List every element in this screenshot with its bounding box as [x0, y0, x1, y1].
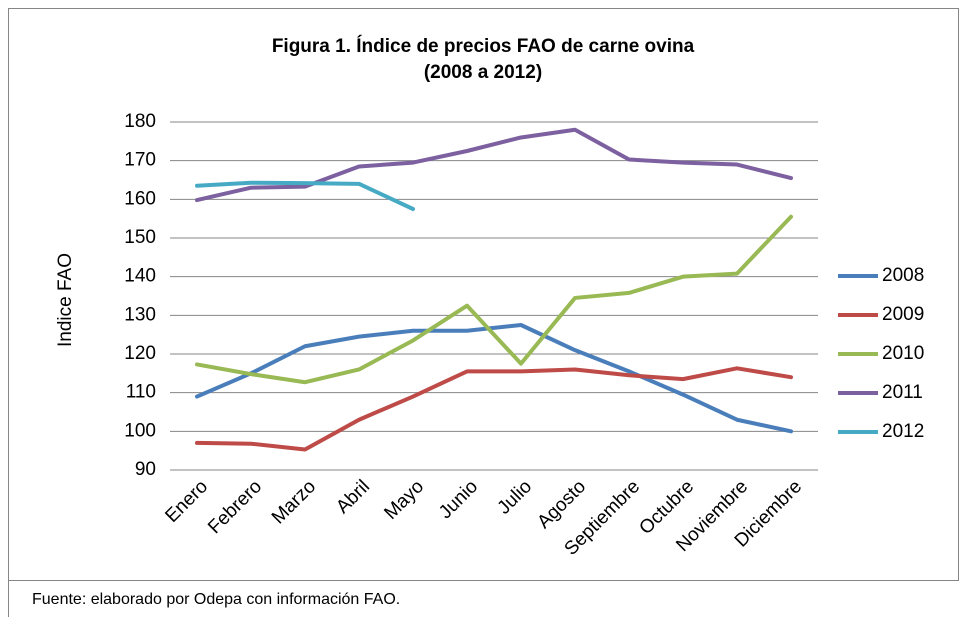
- y-tick-label: 150: [124, 227, 156, 248]
- x-tick-label: Febrero: [204, 476, 266, 538]
- chart-title: Figura 1. Índice de precios FAO de carne…: [272, 35, 695, 57]
- y-tick-label: 140: [124, 266, 156, 287]
- x-tick-label: Junio: [435, 476, 482, 523]
- series-line: [195, 214, 793, 385]
- y-tick-label: 90: [135, 459, 156, 480]
- chart-subtitle: (2008 a 2012): [424, 62, 542, 83]
- y-tick-label: 180: [124, 111, 156, 132]
- y-tick-label: 130: [124, 304, 156, 325]
- series-line: [195, 323, 793, 434]
- y-tick-label: 170: [124, 150, 156, 171]
- legend-label: 2012: [882, 421, 924, 442]
- x-tick-label: Enero: [161, 476, 212, 527]
- y-tick-label: 120: [124, 343, 156, 364]
- series-line: [195, 366, 793, 452]
- x-tick-label: Marzo: [268, 476, 320, 528]
- series-line: [195, 180, 415, 211]
- source-note: Fuente: elaborado por Odepa con informac…: [32, 591, 400, 608]
- y-tick-label: 110: [126, 382, 156, 403]
- y-tick-label: 100: [124, 420, 156, 441]
- legend-label: 2010: [882, 343, 924, 364]
- x-tick-label: Mayo: [380, 476, 428, 524]
- legend-label: 2011: [882, 382, 923, 403]
- legend-label: 2009: [882, 304, 924, 325]
- y-axis-label: Indice FAO: [55, 253, 76, 347]
- series-line: [195, 127, 793, 203]
- y-tick-label: 160: [124, 188, 156, 209]
- legend-label: 2008: [882, 265, 924, 286]
- chart-border: [8, 8, 959, 581]
- x-tick-label: Julio: [494, 476, 536, 518]
- x-tick-label: Abril: [332, 476, 374, 518]
